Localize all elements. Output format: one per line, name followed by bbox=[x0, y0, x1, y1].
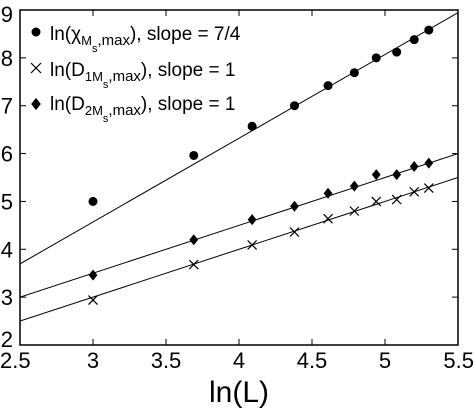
circle-marker bbox=[409, 35, 419, 45]
circle-marker bbox=[371, 53, 381, 63]
legend-circle-marker bbox=[31, 27, 41, 37]
diamond-marker bbox=[88, 269, 98, 281]
x-tick-label: 4.5 bbox=[297, 348, 328, 373]
fit-line bbox=[20, 12, 458, 265]
cross-marker bbox=[88, 295, 98, 305]
circle-marker bbox=[349, 68, 359, 78]
y-tick-label: 2 bbox=[1, 327, 13, 352]
circle-marker bbox=[424, 25, 434, 35]
x-tick-label: 2.5 bbox=[0, 348, 31, 373]
cross-marker bbox=[391, 194, 402, 205]
x-tick-label: 3.5 bbox=[151, 348, 182, 373]
legend-diamond-marker bbox=[31, 98, 41, 110]
legend-entry: ln(D2Ms,max), slope = 1 bbox=[31, 94, 235, 125]
legend-label: ln(D2Ms,max), slope = 1 bbox=[50, 94, 235, 125]
legend-cross-marker bbox=[30, 62, 42, 74]
diamond-marker bbox=[349, 180, 359, 192]
cross-marker bbox=[409, 186, 420, 197]
data-markers bbox=[88, 25, 434, 305]
x-tick-label: 4 bbox=[233, 348, 245, 373]
diamond-marker bbox=[323, 187, 333, 199]
circle-marker bbox=[88, 196, 98, 206]
cross-marker bbox=[323, 213, 333, 224]
circle-marker bbox=[392, 47, 402, 57]
tick-labels: 2.5 3 3.5 4 4.5 5 5.5 2 3 4 5 6 7 8 9 bbox=[0, 2, 474, 373]
cross-marker bbox=[247, 240, 258, 250]
y-tick-label: 6 bbox=[1, 142, 13, 167]
fit-line bbox=[20, 177, 458, 322]
x-tick-label: 5.5 bbox=[443, 348, 474, 373]
y-tick-label: 4 bbox=[1, 237, 13, 262]
legend-label: ln(χMs,max), slope = 7/4 bbox=[50, 24, 241, 55]
plot-frame bbox=[19, 9, 459, 346]
circle-marker bbox=[189, 150, 199, 160]
circle-marker bbox=[289, 101, 299, 111]
circle-marker bbox=[247, 121, 257, 131]
legend-entry: ln(D1Ms,max), slope = 1 bbox=[30, 60, 235, 91]
diamond-marker bbox=[409, 160, 419, 172]
fit-lines bbox=[20, 12, 458, 322]
cross-marker bbox=[371, 196, 382, 207]
diamond-marker bbox=[424, 157, 434, 169]
diamond-marker bbox=[371, 169, 381, 181]
axis-ticks bbox=[19, 9, 459, 346]
diamond-marker bbox=[392, 169, 402, 181]
y-tick-label: 9 bbox=[1, 2, 13, 27]
x-tick-label: 5 bbox=[379, 348, 391, 373]
cross-marker bbox=[423, 183, 434, 193]
cross-marker bbox=[349, 206, 360, 216]
y-tick-label: 5 bbox=[1, 189, 13, 214]
legend-entry: ln(χMs,max), slope = 7/4 bbox=[31, 24, 241, 55]
fit-line bbox=[20, 153, 458, 298]
cross-marker bbox=[188, 259, 199, 270]
circle-marker bbox=[323, 81, 333, 91]
y-tick-label: 7 bbox=[1, 94, 13, 119]
y-tick-label: 3 bbox=[1, 285, 13, 310]
diamond-marker bbox=[189, 234, 199, 246]
y-tick-label: 8 bbox=[1, 46, 13, 71]
x-tick-label: 3 bbox=[87, 348, 99, 373]
diamond-marker bbox=[290, 200, 299, 212]
legend-label: ln(D1Ms,max), slope = 1 bbox=[50, 60, 235, 91]
diamond-marker bbox=[247, 214, 257, 226]
x-axis-label: ln(L) bbox=[209, 376, 269, 408]
legend: ln(χMs,max), slope = 7/4 ln(D1Ms,max), sl… bbox=[30, 24, 241, 125]
cross-marker bbox=[289, 227, 300, 237]
